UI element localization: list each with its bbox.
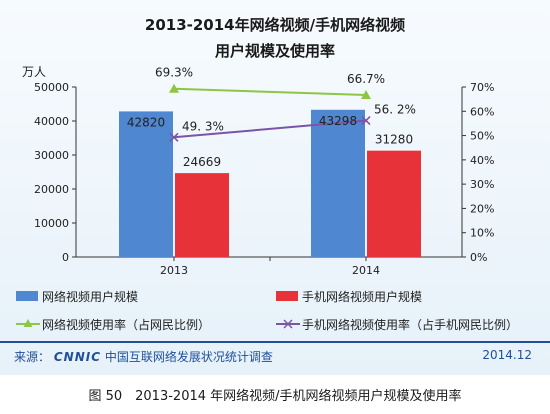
legend-swatch-line-green — [16, 319, 40, 327]
bar-data-label: 24669 — [183, 155, 221, 169]
legend-label: 手机网络视频用户规模 — [302, 290, 423, 304]
cnnic-logo: CNNIC — [53, 350, 102, 364]
x-marker — [361, 115, 371, 126]
legend-swatch-line-purple — [276, 319, 300, 329]
y-tick-label-right: 20% — [470, 202, 494, 215]
bar-data-label: 43298 — [319, 114, 357, 128]
bar — [311, 109, 365, 257]
bar — [119, 111, 173, 257]
footer-source: 来源： CNNIC 中国互联网络发展状况统计调查 — [14, 348, 273, 365]
y-tick-label-right: 40% — [470, 154, 494, 167]
footer-divider — [0, 341, 550, 343]
bar — [175, 173, 229, 257]
y-tick-label-right: 10% — [470, 227, 494, 240]
legend-label: 网络视频使用率（占网民比例） — [42, 318, 211, 332]
labels: 42820 43298 24669 31280 69.3% 66.7% 49. 3% 56. … — [127, 66, 416, 169]
figure-caption: 图 50 2013-2014 年网络视频/手机网络视频用户规模及使用率 — [88, 389, 462, 404]
y-tick-label-left: 30000 — [34, 149, 69, 162]
legend-label: 手机网络视频使用率（占手机网民比例） — [302, 318, 519, 332]
bar — [367, 150, 421, 257]
legend-swatch-bar-blue — [16, 291, 38, 301]
line-data-label: 69.3% — [155, 66, 193, 80]
chart-panel — [0, 0, 550, 375]
footer-date: 2014.12 — [482, 348, 532, 362]
y-tick-label-left: 50000 — [34, 81, 69, 94]
series-line — [173, 87, 367, 97]
chart-title: 2013-2014年网络视频/手机网络视频 — [144, 16, 406, 34]
bar-data-label: 42820 — [127, 115, 165, 129]
source-label: 来源： — [14, 350, 51, 364]
x-tick-label: 2014 — [352, 264, 380, 277]
legend-swatch-bar-red — [276, 291, 298, 301]
line-data-label: 56. 2% — [374, 103, 416, 117]
y-tick-label-left: 0 — [62, 251, 69, 264]
source-org: 中国互联网络发展状况统计调查 — [104, 350, 273, 364]
y-tick-label-right: 0% — [470, 251, 487, 264]
x-marker-stroke — [169, 132, 179, 142]
line-data-label: 49. 3% — [182, 119, 224, 133]
chart-subtitle: 用户规模及使用率 — [214, 42, 335, 60]
triangle-marker — [361, 90, 371, 100]
y-tick-label-right: 30% — [470, 178, 494, 191]
bar-data-label: 31280 — [375, 133, 413, 147]
legend-label: 网络视频用户规模 — [42, 290, 139, 304]
triangle-marker — [169, 83, 179, 93]
x-tick-label: 2013 — [160, 264, 188, 277]
bars — [119, 109, 421, 257]
lines — [169, 83, 371, 142]
y-tick-label-right: 70% — [470, 81, 494, 94]
line-data-label: 66.7% — [347, 72, 385, 86]
y-tick-label-right: 50% — [470, 130, 494, 143]
y-tick-label-right: 60% — [470, 105, 494, 118]
x-marker-stroke — [361, 115, 371, 126]
y-axis-unit: 万人 — [22, 65, 47, 79]
x-marker — [169, 132, 179, 142]
chart-svg: 0 10000 20000 30000 40000 50000 0% 10% 20% 30% 40%… — [34, 66, 494, 277]
y-tick-label-left: 40000 — [34, 115, 69, 128]
series-line — [173, 119, 367, 139]
y-tick-label-left: 10000 — [34, 217, 69, 230]
axes: 0 10000 20000 30000 40000 50000 0% 10% 20% 30% 40%… — [34, 81, 494, 277]
y-tick-label-left: 20000 — [34, 183, 69, 196]
